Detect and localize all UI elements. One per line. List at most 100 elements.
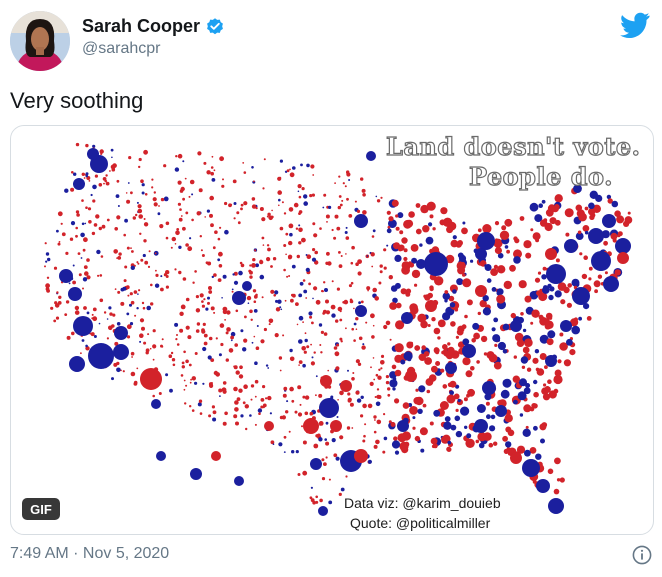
map-dot <box>240 203 244 207</box>
map-dot <box>477 228 482 233</box>
map-dot <box>308 311 313 316</box>
map-dot <box>342 182 345 185</box>
map-dot <box>474 419 488 433</box>
map-dot <box>377 375 382 380</box>
map-dot <box>617 234 621 238</box>
map-dot <box>125 285 130 290</box>
map-dot <box>87 148 99 160</box>
handle[interactable]: @sarahcpr <box>82 40 161 57</box>
map-dot <box>422 403 427 408</box>
map-dot <box>450 424 457 431</box>
map-dot <box>373 415 377 419</box>
map-dot <box>409 406 418 415</box>
map-dot <box>131 356 133 358</box>
map-dot <box>68 287 82 301</box>
map-dot <box>523 404 532 413</box>
map-dot <box>112 163 117 168</box>
map-dot <box>160 197 165 202</box>
map-dot <box>292 166 296 170</box>
map-dot <box>520 312 524 316</box>
map-dot <box>614 210 621 217</box>
map-dot <box>362 403 367 409</box>
map-dot <box>431 317 436 322</box>
map-dot <box>139 333 144 338</box>
map-dot <box>350 281 354 285</box>
map-dot <box>529 447 537 454</box>
map-dot <box>428 374 437 382</box>
map-dot <box>249 309 253 314</box>
tweet-timestamp[interactable]: 7:49 AM · Nov 5, 2020 <box>10 545 170 562</box>
avatar[interactable] <box>10 11 70 71</box>
map-dot <box>394 450 400 455</box>
map-dot <box>573 184 582 193</box>
map-dot <box>240 263 245 268</box>
map-dot <box>446 226 454 234</box>
map-dot <box>499 230 510 240</box>
map-dot <box>354 214 368 228</box>
map-dot <box>374 419 376 421</box>
map-dot <box>201 300 204 303</box>
map-dot <box>126 335 131 339</box>
map-dot <box>383 324 388 330</box>
map-dot <box>299 403 302 406</box>
map-dot <box>215 337 218 340</box>
map-dot <box>50 306 54 310</box>
map-dot <box>251 166 254 169</box>
map-dot <box>99 274 103 277</box>
map-dot <box>207 261 212 266</box>
map-dot <box>320 375 332 387</box>
map-dot <box>567 283 572 288</box>
map-dot <box>462 278 472 288</box>
map-dot <box>47 257 51 262</box>
map-dot <box>560 320 572 332</box>
map-dot <box>301 425 303 428</box>
map-dot <box>336 416 339 418</box>
map-dot <box>308 282 311 286</box>
map-dot <box>96 249 101 255</box>
map-dot <box>87 207 92 211</box>
map-dot <box>412 426 416 430</box>
map-dot <box>116 322 121 326</box>
map-dot <box>289 348 293 353</box>
map-dot <box>218 353 222 357</box>
map-dot <box>160 344 163 348</box>
map-dot <box>375 373 379 377</box>
map-dot <box>152 394 155 398</box>
map-dot <box>233 414 238 419</box>
map-dot <box>378 368 381 371</box>
map-dot <box>493 264 498 269</box>
map-dot <box>281 201 284 204</box>
map-dot <box>137 262 140 265</box>
display-name-row: Sarah Cooper <box>82 16 225 37</box>
map-dot <box>289 168 291 171</box>
map-dot <box>362 210 367 215</box>
map-dot <box>239 365 243 369</box>
map-dot <box>97 274 100 277</box>
map-dot <box>61 232 66 237</box>
map-dot <box>464 425 468 429</box>
map-dot <box>236 211 240 215</box>
display-name[interactable]: Sarah Cooper <box>82 16 201 36</box>
map-dot <box>109 170 111 172</box>
map-dot <box>526 367 532 372</box>
map-dot <box>565 232 570 237</box>
twitter-bird-icon[interactable] <box>620 12 650 38</box>
map-dot <box>575 232 584 240</box>
map-dot <box>583 303 590 310</box>
map-dot <box>312 174 315 176</box>
map-dot <box>153 202 158 207</box>
info-icon[interactable] <box>632 545 652 565</box>
map-dot <box>360 177 364 181</box>
tweet-media-gif[interactable]: Land doesn't vote. People do. Data viz: … <box>10 125 654 535</box>
map-dot <box>71 331 75 336</box>
map-dot <box>174 243 177 245</box>
map-dot <box>442 217 453 227</box>
map-dot <box>86 275 91 280</box>
map-dot <box>214 230 218 234</box>
map-dot <box>266 257 271 262</box>
map-dot <box>309 411 314 416</box>
map-dot <box>113 344 129 360</box>
map-dot <box>155 273 159 277</box>
map-dot <box>58 241 61 243</box>
map-dot <box>242 401 246 405</box>
